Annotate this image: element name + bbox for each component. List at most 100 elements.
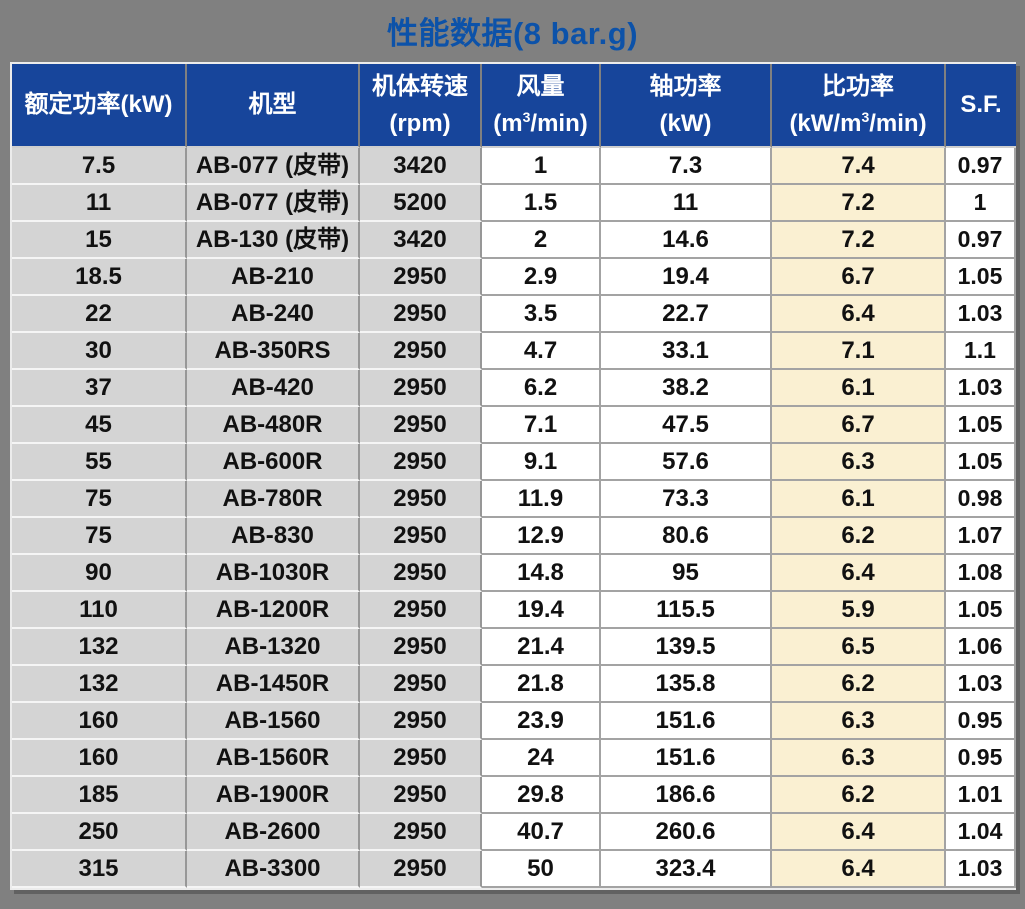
cell-specific-power: 6.3 (772, 444, 946, 481)
cell-shaft-power: 57.6 (601, 444, 772, 481)
cell-specific-power: 7.4 (772, 148, 946, 185)
cell-shaft-power: 135.8 (601, 666, 772, 703)
cell-specific-power: 5.9 (772, 592, 946, 629)
table-row: 30 AB-350RS 2950 4.7 33.1 7.1 1.1 (12, 333, 1016, 370)
table-row: 22 AB-240 2950 3.5 22.7 6.4 1.03 (12, 296, 1016, 333)
cell-flow: 19.4 (482, 592, 601, 629)
cell-specific-power: 6.5 (772, 629, 946, 666)
table-row: 160 AB-1560 2950 23.9 151.6 6.3 0.95 (12, 703, 1016, 740)
table-row: 11 AB-077 (皮带) 5200 1.5 11 7.2 1 (12, 185, 1016, 222)
column-header-shaft-power: 轴功率 (kW) (601, 64, 772, 148)
cell-service-factor: 1.05 (946, 407, 1016, 444)
cell-shaft-power: 14.6 (601, 222, 772, 259)
cell-service-factor: 1.07 (946, 518, 1016, 555)
table-row: 110 AB-1200R 2950 19.4 115.5 5.9 1.05 (12, 592, 1016, 629)
cell-model: AB-130 (皮带) (187, 222, 360, 259)
cell-shaft-power: 95 (601, 555, 772, 592)
cell-shaft-power: 186.6 (601, 777, 772, 814)
column-header-label: 机型 (248, 91, 297, 119)
column-header-service-factor: S.F. (946, 64, 1016, 148)
cell-speed: 2950 (360, 370, 482, 407)
cell-specific-power: 6.4 (772, 296, 946, 333)
cell-service-factor: 1 (946, 185, 1016, 222)
cell-speed: 3420 (360, 148, 482, 185)
column-header-label: S.F. (960, 91, 1002, 119)
cell-model: AB-1200R (187, 592, 360, 629)
cell-model: AB-077 (皮带) (187, 185, 360, 222)
cell-speed: 2950 (360, 481, 482, 518)
cell-service-factor: 1.03 (946, 296, 1016, 333)
column-header-speed: 机体转速 (rpm) (360, 64, 482, 148)
cell-rated-power: 250 (12, 814, 187, 851)
cell-rated-power: 45 (12, 407, 187, 444)
cell-shaft-power: 80.6 (601, 518, 772, 555)
cell-flow: 2 (482, 222, 601, 259)
column-header-label: 轴功率 (649, 72, 722, 100)
cell-rated-power: 160 (12, 740, 187, 777)
cell-service-factor: 1.05 (946, 592, 1016, 629)
cell-service-factor: 1.03 (946, 666, 1016, 703)
cell-flow: 4.7 (482, 333, 601, 370)
column-header-label: 机体转速 (372, 72, 468, 100)
cell-shaft-power: 139.5 (601, 629, 772, 666)
cell-speed: 2950 (360, 666, 482, 703)
cell-speed: 3420 (360, 222, 482, 259)
cell-shaft-power: 323.4 (601, 851, 772, 888)
column-header-model: 机型 (187, 64, 360, 148)
cell-service-factor: 1.05 (946, 444, 1016, 481)
superscript-3: 3 (522, 109, 531, 125)
cell-shaft-power: 260.6 (601, 814, 772, 851)
cell-service-factor: 1.06 (946, 629, 1016, 666)
cell-specific-power: 6.2 (772, 666, 946, 703)
cell-specific-power: 6.2 (772, 777, 946, 814)
column-header-specific-power: 比功率 (kW/m3/min) (772, 64, 946, 148)
cell-flow: 12.9 (482, 518, 601, 555)
cell-flow: 11.9 (482, 481, 601, 518)
column-header-unit: (rpm) (389, 110, 451, 137)
cell-rated-power: 7.5 (12, 148, 187, 185)
cell-model: AB-210 (187, 259, 360, 296)
cell-speed: 2950 (360, 518, 482, 555)
cell-specific-power: 7.2 (772, 185, 946, 222)
cell-speed: 5200 (360, 185, 482, 222)
cell-flow: 1.5 (482, 185, 601, 222)
table-row: 55 AB-600R 2950 9.1 57.6 6.3 1.05 (12, 444, 1016, 481)
cell-rated-power: 75 (12, 481, 187, 518)
cell-specific-power: 6.7 (772, 407, 946, 444)
cell-service-factor: 0.98 (946, 481, 1016, 518)
cell-service-factor: 1.01 (946, 777, 1016, 814)
cell-rated-power: 132 (12, 629, 187, 666)
cell-specific-power: 6.7 (772, 259, 946, 296)
cell-model: AB-240 (187, 296, 360, 333)
cell-service-factor: 1.05 (946, 259, 1016, 296)
cell-flow: 21.4 (482, 629, 601, 666)
cell-flow: 24 (482, 740, 601, 777)
cell-speed: 2950 (360, 703, 482, 740)
cell-rated-power: 15 (12, 222, 187, 259)
cell-flow: 29.8 (482, 777, 601, 814)
cell-speed: 2950 (360, 555, 482, 592)
column-header-unit: (kW/m3/min) (789, 109, 927, 137)
cell-speed: 2950 (360, 629, 482, 666)
cell-service-factor: 1.03 (946, 370, 1016, 407)
cell-model: AB-830 (187, 518, 360, 555)
cell-service-factor: 1.04 (946, 814, 1016, 851)
cell-rated-power: 90 (12, 555, 187, 592)
cell-model: AB-1030R (187, 555, 360, 592)
cell-service-factor: 1.1 (946, 333, 1016, 370)
cell-model: AB-2600 (187, 814, 360, 851)
cell-model: AB-1320 (187, 629, 360, 666)
cell-specific-power: 6.4 (772, 814, 946, 851)
table-row: 250 AB-2600 2950 40.7 260.6 6.4 1.04 (12, 814, 1016, 851)
cell-service-factor: 0.95 (946, 740, 1016, 777)
cell-rated-power: 30 (12, 333, 187, 370)
cell-rated-power: 11 (12, 185, 187, 222)
table-row: 37 AB-420 2950 6.2 38.2 6.1 1.03 (12, 370, 1016, 407)
cell-speed: 2950 (360, 333, 482, 370)
cell-speed: 2950 (360, 777, 482, 814)
cell-specific-power: 6.4 (772, 555, 946, 592)
table-header: 额定功率(kW) 机型 机体转速 (rpm) 风量 (m3/min) 轴功率 (12, 64, 1016, 148)
cell-speed: 2950 (360, 296, 482, 333)
cell-speed: 2950 (360, 259, 482, 296)
